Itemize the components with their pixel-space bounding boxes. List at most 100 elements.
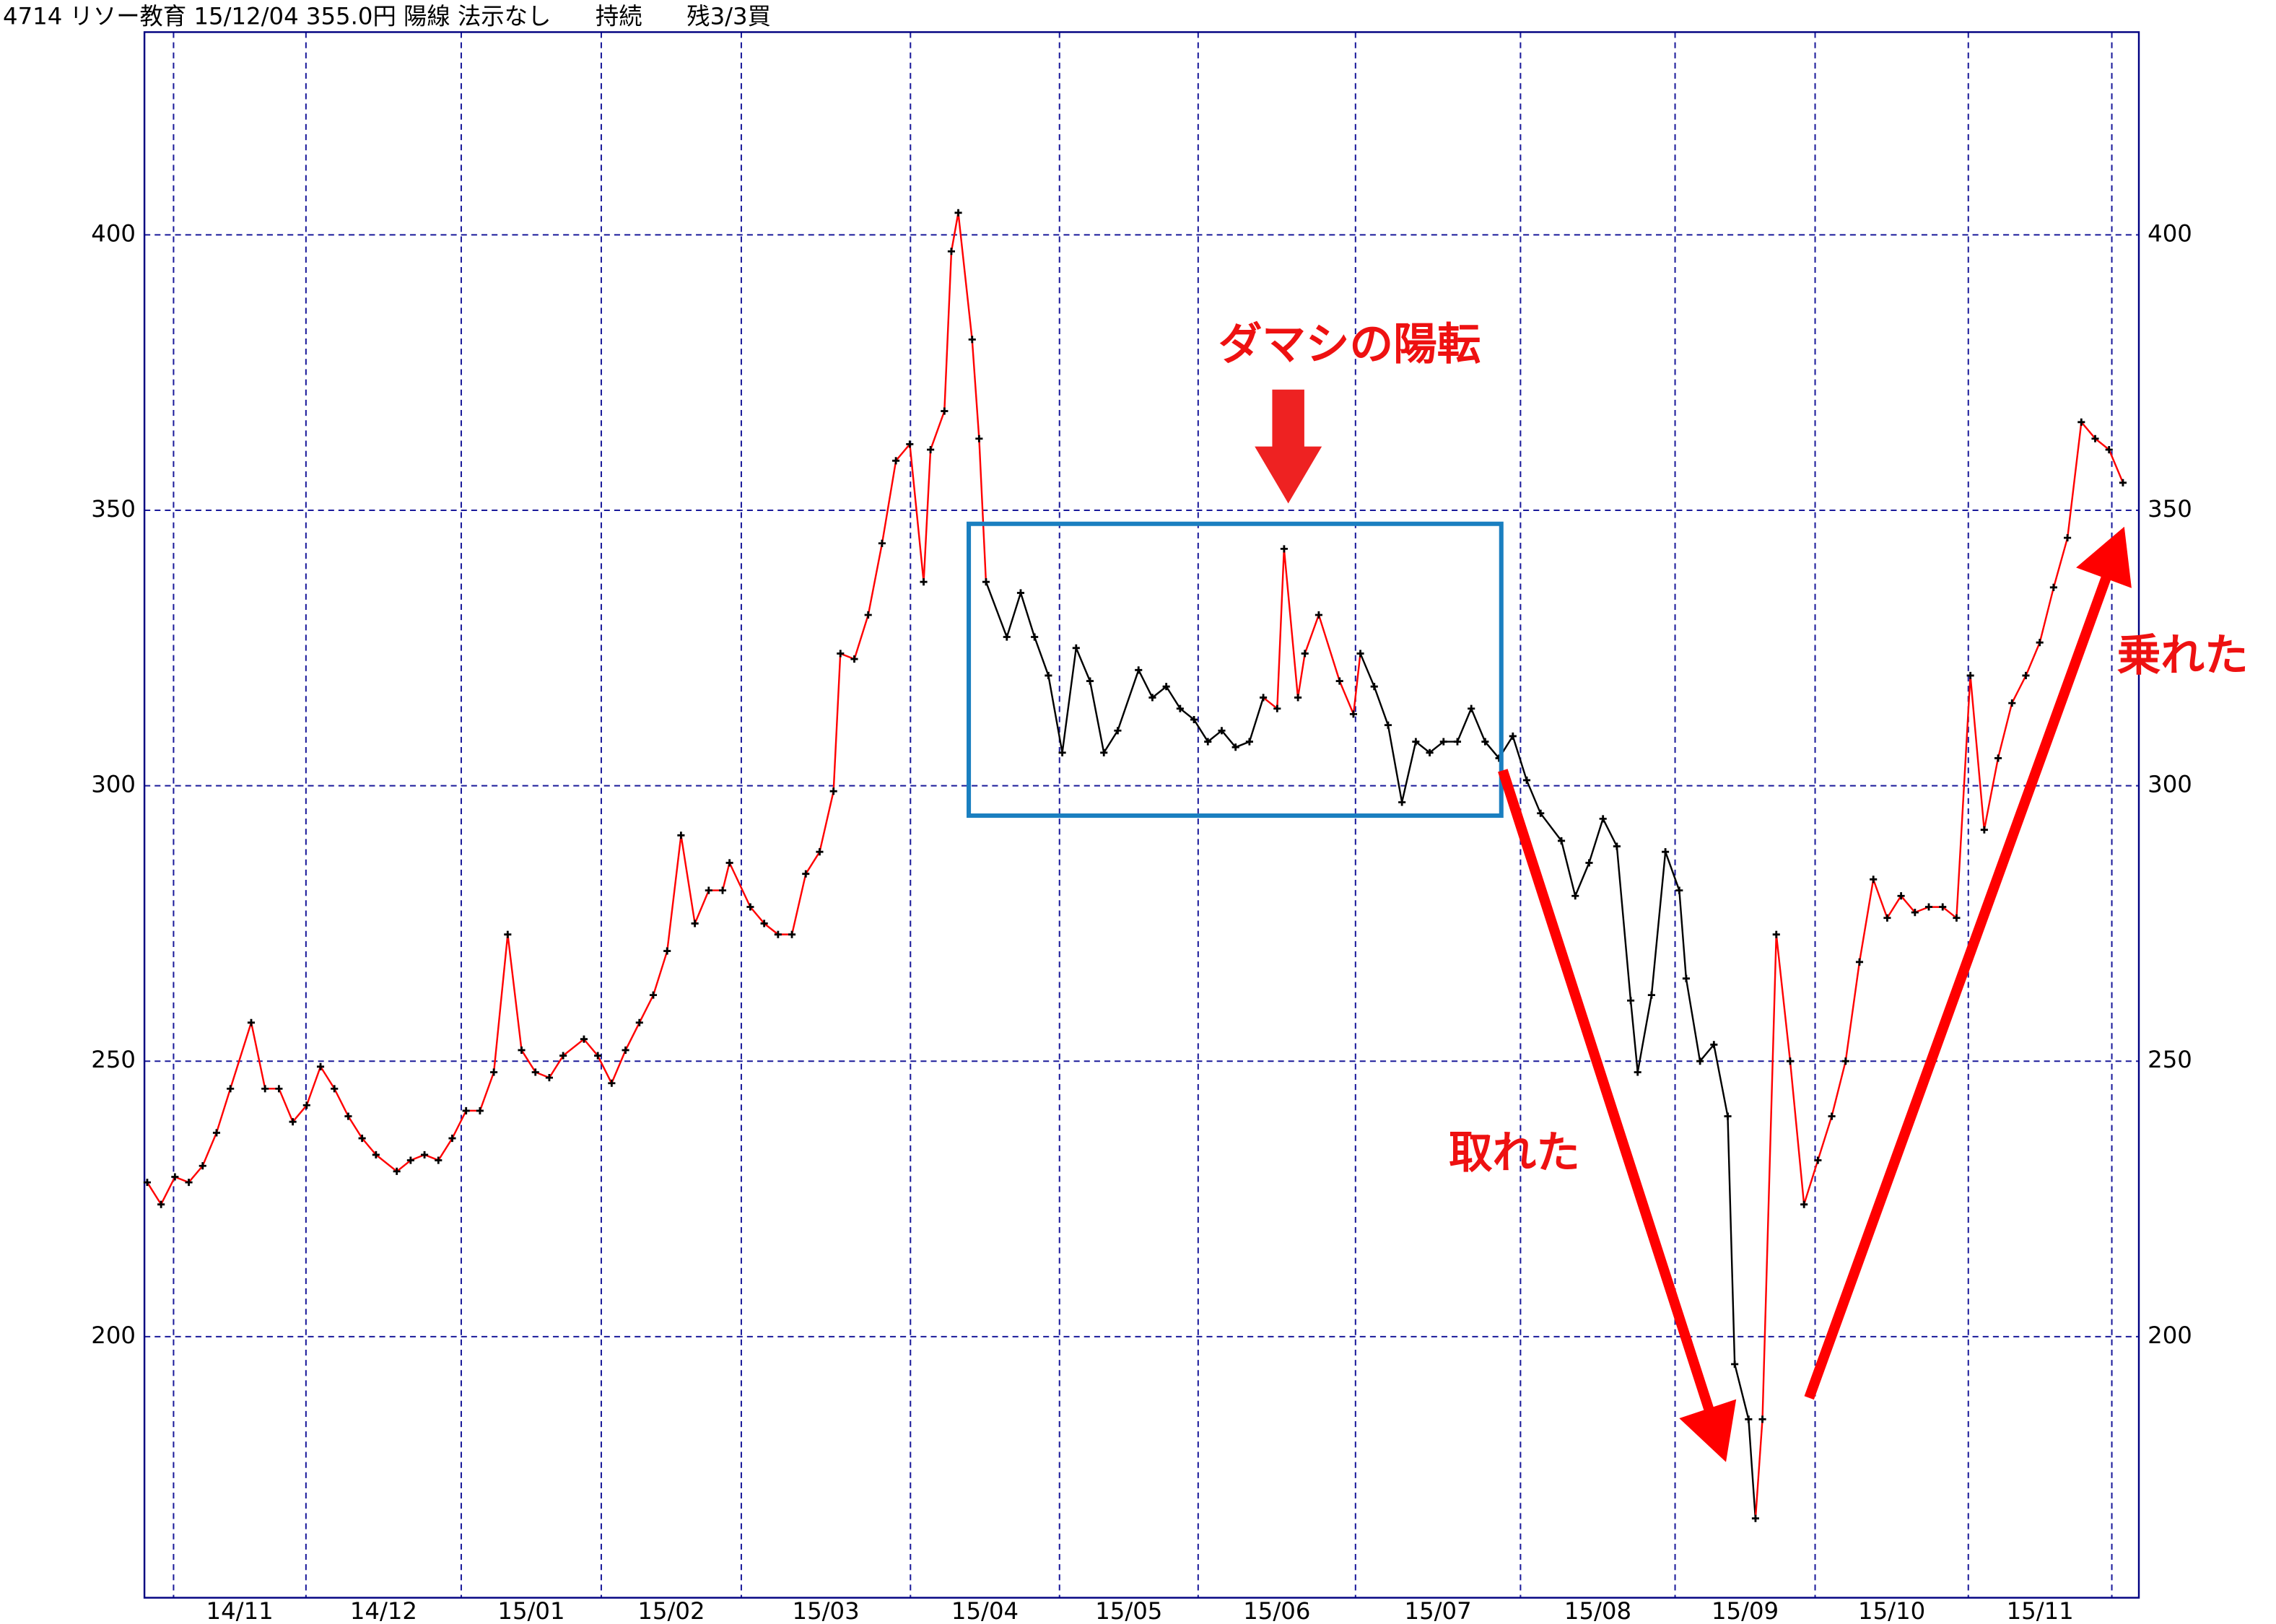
price-marker [490, 1068, 498, 1076]
connector [985, 581, 1008, 637]
annotation: ダマシの陽転 [1218, 320, 1481, 370]
price-marker [344, 1112, 352, 1120]
price-marker [559, 1052, 567, 1060]
price-marker [302, 1101, 310, 1109]
down-trend-arrow [1498, 769, 1715, 1415]
price-marker [968, 336, 976, 344]
price-marker [448, 1135, 456, 1143]
price-marker [1439, 738, 1447, 746]
price-marker [1231, 743, 1239, 751]
price-marker [1273, 704, 1281, 712]
x-tick-label: 15/11 [2007, 1597, 2074, 1624]
price-marker [1980, 826, 1988, 834]
price-marker [906, 440, 914, 448]
price-marker [212, 1129, 221, 1137]
price-marker [1086, 677, 1094, 685]
price-marker [954, 209, 962, 217]
y-tick-label-right: 250 [2148, 1046, 2192, 1073]
x-tick-label: 15/08 [1564, 1597, 1631, 1624]
price-marker [864, 611, 872, 619]
price-marker [802, 870, 810, 878]
x-tick-label: 15/05 [1095, 1597, 1162, 1624]
price-marker [1939, 903, 1947, 911]
price-marker [1828, 1112, 1836, 1120]
price-marker [331, 1085, 339, 1093]
annotation: 取れた [1449, 1128, 1580, 1179]
price-marker [1045, 671, 1052, 679]
price-marker [1751, 1514, 1759, 1522]
price-marker [1786, 1057, 1795, 1065]
price-marker [1911, 909, 1919, 917]
price-marker [1953, 914, 1961, 922]
price-marker [829, 787, 837, 795]
price-marker [143, 1179, 151, 1187]
price-marker [718, 886, 727, 894]
x-tick-label: 14/11 [206, 1597, 274, 1624]
price-marker [1218, 727, 1226, 735]
x-tick-label: 15/10 [1858, 1597, 1925, 1624]
price-marker [1883, 914, 1891, 922]
price-marker [1426, 748, 1434, 756]
price-marker [1855, 958, 1864, 966]
price-marker [1585, 859, 1593, 867]
price-marker [982, 578, 990, 586]
price-marker [1634, 1068, 1641, 1076]
price-marker [1356, 650, 1364, 658]
price-marker [1100, 748, 1108, 756]
price-marker [691, 920, 699, 927]
price-marker [622, 1046, 629, 1055]
price-marker [1675, 886, 1683, 894]
price-marker [1148, 694, 1156, 702]
price-marker [1682, 974, 1690, 982]
price-marker [1280, 545, 1288, 553]
price-marker [1870, 876, 1878, 883]
price-marker [1335, 677, 1343, 685]
price-marker [2064, 534, 2072, 542]
price-marker [594, 1052, 602, 1060]
price-marker [247, 1018, 256, 1026]
y-tick-label-right: 200 [2148, 1322, 2192, 1349]
price-marker [185, 1179, 193, 1187]
price-marker [975, 435, 983, 442]
price-marker [1468, 704, 1475, 712]
price-marker [580, 1035, 588, 1043]
price-marker [289, 1118, 297, 1126]
x-tick-label: 15/04 [951, 1597, 1019, 1624]
y-tick-label: 400 [91, 219, 136, 247]
price-marker [261, 1085, 269, 1093]
price-marker [1245, 738, 1253, 746]
price-marker [1190, 715, 1198, 724]
price-marker [608, 1079, 616, 1087]
price-marker [663, 947, 671, 955]
price-marker [393, 1167, 401, 1175]
price-marker [1745, 1415, 1753, 1423]
price-marker [920, 578, 928, 586]
price-marker [1571, 892, 1579, 900]
price-marker [649, 991, 658, 999]
price-marker [1072, 644, 1080, 652]
price-marker [2036, 639, 2044, 647]
price-marker [1814, 1156, 1822, 1164]
price-marker [2022, 671, 2030, 679]
price-marker [1841, 1057, 1849, 1065]
price-marker [316, 1062, 325, 1070]
price-marker [746, 903, 754, 911]
price-marker [1176, 704, 1184, 712]
connector [1263, 697, 1278, 710]
price-marker [531, 1068, 539, 1076]
price-marker [1966, 671, 1974, 679]
price-marker [1314, 611, 1322, 619]
price-marker [1412, 738, 1420, 746]
price-marker [358, 1135, 366, 1143]
price-marker [1294, 694, 1302, 702]
x-tick-label: 14/12 [350, 1597, 417, 1624]
price-marker [850, 655, 858, 663]
price-marker [1349, 710, 1357, 718]
price-marker [1031, 633, 1039, 641]
x-tick-label: 15/03 [793, 1597, 860, 1624]
price-marker [406, 1156, 414, 1164]
price-marker [1453, 738, 1462, 746]
grid [144, 32, 2140, 1598]
y-tick-label-right: 350 [2148, 495, 2192, 523]
